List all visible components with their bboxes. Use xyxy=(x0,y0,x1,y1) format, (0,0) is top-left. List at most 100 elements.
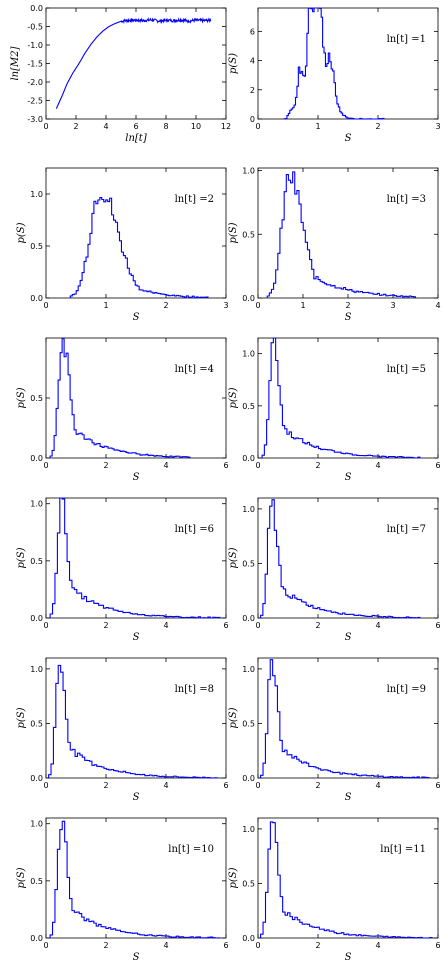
plot-frame xyxy=(257,657,439,779)
x-axis-label: S xyxy=(345,133,352,144)
panel-9: 0 2 4 6 0.0 0.5 1.0 Sp(S) ln[t] =9 xyxy=(228,657,441,803)
y-tick-label: 0.5 xyxy=(30,719,43,728)
y-tick-label: 1.0 xyxy=(242,665,255,674)
y-axis-label: p(S) xyxy=(228,222,239,243)
y-axis-label: ln[M2] xyxy=(10,46,21,80)
histogram-series xyxy=(266,171,417,298)
x-tick-label: 0 xyxy=(255,781,260,790)
x-tick-label: 6 xyxy=(223,781,228,790)
x-tick-label: 2 xyxy=(103,941,108,950)
x-tick-label: 0 xyxy=(255,941,260,950)
y-axis-label: p(S) xyxy=(16,547,27,568)
histogram-series xyxy=(48,664,218,779)
y-axis-label: p(S) xyxy=(16,387,27,408)
x-tick-label: 2 xyxy=(315,621,320,630)
y-tick-label: -2.5 xyxy=(27,97,43,106)
x-tick-label: 0 xyxy=(255,301,260,310)
x-tick-label: 4 xyxy=(163,941,168,950)
x-axis-label: S xyxy=(345,472,352,483)
panel-3: 0 1 2 3 4 0.0 0.5 1.0 Sp(S) ln[t] =3 xyxy=(228,167,441,323)
x-tick-label: 2 xyxy=(315,941,320,950)
y-tick-label: 1.0 xyxy=(242,167,255,176)
y-tick-label: 6 xyxy=(250,27,255,36)
panel-10: 0 2 4 6 0.0 0.5 1.0 Sp(S) ln[t] =10 xyxy=(16,817,229,963)
panel-7: 0 2 4 6 0.0 0.5 1.0 Sp(S) ln[t] =7 xyxy=(228,497,441,643)
y-axis-label: p(S) xyxy=(16,867,27,888)
x-tick-label: 6 xyxy=(435,621,440,630)
histogram-series xyxy=(49,820,221,939)
x-tick-label: 2 xyxy=(345,301,350,310)
x-tick-label: 6 xyxy=(435,461,440,470)
x-tick-label: 0 xyxy=(43,781,48,790)
plot-frame xyxy=(45,167,227,299)
plot-frame xyxy=(257,817,439,939)
series-line xyxy=(55,16,212,109)
y-tick-label: 0.5 xyxy=(242,402,255,411)
y-axis-label: p(S) xyxy=(16,222,27,243)
y-tick-label: 2 xyxy=(250,86,255,95)
x-tick-label: 0 xyxy=(43,461,48,470)
x-tick-label: 2 xyxy=(315,781,320,790)
panel-0: 0 2 4 6 8 10 12 0.0 -0.5 -1.0 -1.5 -2.0 -2.5 -3.0 ln[t… xyxy=(10,4,231,144)
y-tick-label: 0.0 xyxy=(242,934,255,943)
y-tick-label: 0.5 xyxy=(242,719,255,728)
y-tick-label: 0.5 xyxy=(242,879,255,888)
x-tick-label: 4 xyxy=(375,941,380,950)
x-tick-label: 0 xyxy=(255,621,260,630)
y-tick-label: 0.0 xyxy=(30,934,43,943)
panel-11: 0 2 4 6 0.0 0.5 1.0 Sp(S) ln[t] =11 xyxy=(228,817,441,963)
y-tick-label: 0.5 xyxy=(242,559,255,568)
x-tick-label: 0 xyxy=(43,941,48,950)
x-axis-label: S xyxy=(345,792,352,803)
x-axis-label: S xyxy=(133,472,140,483)
y-tick-label: 0.0 xyxy=(30,4,43,13)
panel-label: ln[t] =8 xyxy=(175,684,214,695)
x-tick-label: 0 xyxy=(43,621,48,630)
x-tick-label: 0 xyxy=(255,122,260,131)
x-axis-label: S xyxy=(133,632,140,643)
x-tick-label: 6 xyxy=(133,122,138,131)
plot-frame xyxy=(45,337,227,459)
y-tick-label: -0.5 xyxy=(27,23,43,32)
panel-2: 0 1 2 3 0.0 0.5 1.0 Sp(S) ln[t] =2 xyxy=(16,167,229,323)
x-tick-label: 4 xyxy=(375,621,380,630)
y-tick-label: 1.0 xyxy=(30,190,43,199)
x-tick-label: 0 xyxy=(43,301,48,310)
panel-label: ln[t] =10 xyxy=(168,844,214,855)
y-tick-label: 0.5 xyxy=(242,230,255,239)
histogram-series xyxy=(49,497,221,619)
x-axis-label: S xyxy=(133,312,140,323)
y-tick-label: 1.0 xyxy=(30,820,43,829)
y-tick-label: 0 xyxy=(250,115,255,124)
x-axis-label: S xyxy=(133,952,140,963)
plot-frame xyxy=(45,7,227,120)
y-tick-label: 0.5 xyxy=(30,557,43,566)
x-tick-label: 4 xyxy=(163,461,168,470)
y-axis-label: p(S) xyxy=(16,707,27,728)
plot-frame xyxy=(257,167,439,299)
histogram-series xyxy=(260,821,433,939)
x-axis-label: S xyxy=(345,632,352,643)
x-tick-label: 6 xyxy=(435,941,440,950)
y-tick-label: 0.0 xyxy=(30,454,43,463)
x-tick-label: 6 xyxy=(223,941,228,950)
histogram-series xyxy=(261,337,421,459)
y-tick-label: -1.0 xyxy=(27,41,43,50)
y-tick-label: 0.0 xyxy=(242,454,255,463)
y-tick-label: 0.5 xyxy=(30,877,43,886)
x-tick-label: 2 xyxy=(315,461,320,470)
x-tick-label: 0 xyxy=(43,122,48,131)
panel-label: ln[t] =5 xyxy=(387,364,426,375)
panel-label: ln[t] =6 xyxy=(175,524,214,535)
panel-6: 0 2 4 6 0.0 0.5 1.0 Sp(S) ln[t] =6 xyxy=(16,497,229,643)
y-tick-label: 1.0 xyxy=(242,350,255,359)
panel-label: ln[t] =1 xyxy=(387,34,426,45)
y-tick-label: 1.0 xyxy=(242,505,255,514)
x-tick-label: 4 xyxy=(163,781,168,790)
x-tick-label: 4 xyxy=(103,122,108,131)
y-tick-label: 0.5 xyxy=(30,242,43,251)
x-tick-label: 2 xyxy=(375,122,380,131)
panel-label: ln[t] =2 xyxy=(175,194,214,205)
y-tick-label: -2.0 xyxy=(27,78,43,87)
